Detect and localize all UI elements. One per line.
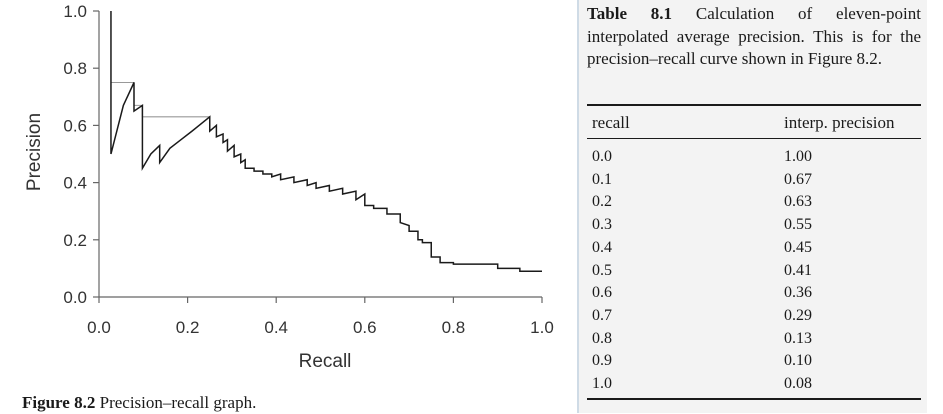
table-cell-recall: 0.9 xyxy=(592,352,612,370)
table-cell-recall: 0.1 xyxy=(592,170,612,188)
table-top-rule xyxy=(587,104,921,106)
table-cell-recall: 0.5 xyxy=(592,261,612,279)
table-bottom-rule xyxy=(587,398,921,400)
table-cell-interp-precision: 0.45 xyxy=(784,238,812,256)
table-caption-text: Calculation of eleven-point interpolated… xyxy=(587,4,921,68)
precision-recall-curve xyxy=(110,11,542,273)
table-cell-interp-precision: 0.55 xyxy=(784,216,812,234)
table-cell-recall: 0.3 xyxy=(592,216,612,234)
table-header-interp-precision: interp. precision xyxy=(784,113,895,132)
y-tick-label: 0.4 xyxy=(63,174,87,193)
y-tick-label: 0.0 xyxy=(63,288,87,307)
table-cell-interp-precision: 0.36 xyxy=(784,284,812,302)
table-caption: Table 8.1 Calculation of eleven-point in… xyxy=(587,3,921,71)
y-tick-label: 0.2 xyxy=(63,231,87,250)
x-tick-label: 0.4 xyxy=(264,318,288,337)
table-cell-interp-precision: 0.08 xyxy=(784,375,812,392)
x-tick-label: 1.0 xyxy=(530,318,554,337)
table-cell-interp-precision: 0.63 xyxy=(784,193,812,211)
y-tick-label: 1.0 xyxy=(63,2,87,21)
x-tick-label: 0.0 xyxy=(87,318,111,337)
interpolated-precision-line xyxy=(110,81,210,118)
table-cell-recall: 0.0 xyxy=(592,148,612,165)
table-cell-interp-precision: 0.29 xyxy=(784,306,812,324)
table-cell-interp-precision: 0.10 xyxy=(784,352,812,370)
x-tick-label: 0.8 xyxy=(442,318,466,337)
table-cell-recall: 0.4 xyxy=(592,238,612,256)
figure-caption-label: Figure 8.2 xyxy=(22,393,96,412)
table-caption-label: Table 8.1 xyxy=(587,4,673,23)
x-axis-title: Recall xyxy=(299,351,352,372)
table-header-recall: recall xyxy=(592,113,630,132)
table-cell-recall: 0.2 xyxy=(592,193,612,211)
x-tick-label: 0.2 xyxy=(176,318,200,337)
table-cell-recall: 0.6 xyxy=(592,284,612,302)
table-cell-interp-precision: 1.00 xyxy=(784,148,812,165)
table-header-rule xyxy=(587,138,921,139)
table-cell-interp-precision: 0.67 xyxy=(784,170,812,188)
figure-caption: Figure 8.2 Precision–recall graph. xyxy=(22,392,256,414)
table-panel: Table 8.1 Calculation of eleven-point in… xyxy=(577,0,927,413)
y-tick-label: 0.6 xyxy=(63,116,87,135)
table-cell-recall: 0.7 xyxy=(592,306,612,324)
table-cell-recall: 0.8 xyxy=(592,329,612,347)
y-axis-title: Precision xyxy=(24,113,45,191)
precision-recall-chart: 0.0 0.2 0.4 0.6 0.8 1.0 0.0 0.2 0.4 0.6 0.8 1.0 Rec… xyxy=(24,2,554,372)
x-tick-label: 0.6 xyxy=(353,318,377,337)
table-cell-recall: 1.0 xyxy=(592,375,612,392)
figure-caption-text: Precision–recall graph. xyxy=(99,393,257,412)
y-tick-label: 0.8 xyxy=(63,59,87,78)
table-cell-interp-precision: 0.41 xyxy=(784,261,812,279)
precision-recall-figure: 0.0 0.2 0.4 0.6 0.8 1.0 0.0 0.2 0.4 0.6 0.8 1.0 Rec… xyxy=(22,2,554,414)
table-cell-interp-precision: 0.13 xyxy=(784,329,812,347)
